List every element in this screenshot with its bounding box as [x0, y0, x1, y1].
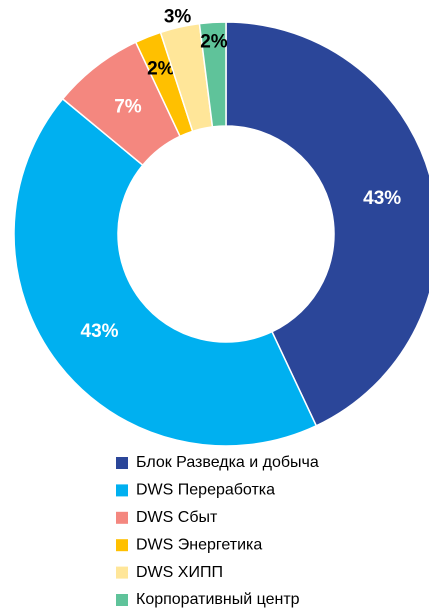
legend-label: DWS ХИПП — [136, 564, 223, 581]
donut-slice — [225, 21, 429, 427]
data-label: 43% — [363, 188, 401, 209]
legend-swatch — [116, 511, 128, 524]
legend-swatch — [116, 566, 128, 579]
data-label: 7% — [114, 97, 142, 118]
legend-label: DWS Сбыт — [136, 509, 218, 526]
legend-swatch — [116, 539, 128, 552]
legend-label: Корпоративный центр — [136, 591, 300, 608]
data-label: 3% — [164, 6, 192, 27]
legend-label: DWS Энергетика — [136, 536, 262, 553]
donut-slice — [198, 21, 227, 128]
data-label: 2% — [147, 58, 175, 79]
data-label: 2% — [200, 31, 228, 52]
legend-swatch — [116, 594, 128, 606]
legend-swatch — [116, 457, 128, 469]
legend-label: DWS Переработка — [136, 482, 275, 499]
data-label: 43% — [81, 321, 119, 342]
donut-slice — [13, 97, 318, 447]
legend-swatch — [116, 484, 128, 497]
legend-label: Блок Разведка и добыча — [136, 454, 319, 471]
